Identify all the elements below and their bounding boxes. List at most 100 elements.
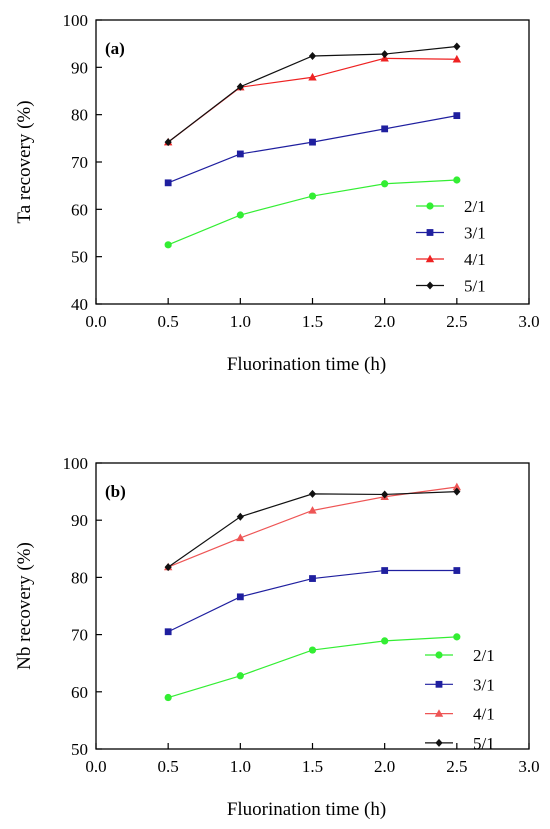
series-line: [167, 57, 457, 143]
data-point: [308, 646, 317, 654]
data-point: [309, 138, 316, 146]
y-tick-label: 50: [71, 248, 88, 267]
series-line: [167, 636, 457, 699]
legend-marker: [435, 738, 443, 747]
data-point: [236, 150, 244, 158]
data-point: [453, 176, 461, 184]
x-tick-label: 2.5: [446, 312, 467, 331]
legend-marker: [434, 709, 444, 717]
x-tick-label: 0.5: [158, 312, 179, 331]
legend-entry: 4/1: [425, 705, 495, 724]
chart-panel-b: 0.0 0.5 1.0 1.5 2.0 2.5 3.0 50 60 70 80 90 100 Fluori…: [14, 454, 540, 820]
chart-panel-a: 0.0 0.5 1.0 1.5 2.0 2.5 3.0 40 50 60 70 80 90 100 Fluo…: [14, 11, 540, 375]
legend-entry: 5/1: [425, 734, 495, 753]
x-tick-label: 2.0: [374, 312, 395, 331]
y-tick-label: 50: [71, 740, 88, 759]
legend-label: 3/1: [464, 224, 486, 243]
series-3-1: [164, 567, 461, 636]
y-tick-label: 60: [71, 683, 88, 702]
x-tick-label: 1.0: [230, 757, 251, 776]
x-tick-label: 1.5: [302, 757, 323, 776]
y-tick-label: 90: [71, 58, 88, 77]
y-tick-label: 70: [71, 153, 88, 172]
legend-marker: [435, 680, 443, 688]
data-point: [453, 112, 461, 120]
series-line: [167, 491, 457, 568]
plot-frame: [95, 462, 530, 750]
y-tick-label: 70: [71, 626, 88, 645]
data-point: [164, 241, 172, 249]
data-point: [453, 42, 461, 51]
legend-marker: [435, 651, 443, 659]
data-point: [236, 82, 244, 91]
series-line: [167, 45, 457, 143]
data-point: [236, 211, 244, 219]
legend-label: 4/1: [464, 250, 486, 269]
data-point: [381, 125, 389, 133]
data-point: [453, 487, 461, 496]
data-point: [453, 633, 461, 641]
data-point: [236, 533, 245, 542]
legend-entry: 3/1: [416, 224, 486, 243]
data-point: [309, 575, 316, 582]
data-point: [236, 593, 244, 601]
data-point: [164, 628, 172, 636]
x-tick-label: 0.5: [158, 757, 179, 776]
series-line: [167, 486, 457, 568]
data-point: [308, 489, 317, 498]
legend-label: 4/1: [473, 705, 495, 724]
series-line: [167, 115, 457, 184]
data-point: [308, 72, 317, 81]
data-point: [308, 506, 317, 514]
y-tick-label: 100: [63, 454, 89, 473]
data-point: [164, 179, 172, 187]
x-tick-label: 0.0: [85, 757, 106, 776]
x-tick-label: 2.0: [374, 757, 395, 776]
legend-entry: 5/1: [416, 277, 486, 296]
y-axis-label: Ta recovery (%): [14, 100, 35, 223]
y-tick-label: 90: [71, 511, 88, 530]
panel-label: (b): [105, 482, 126, 501]
legend-label: 2/1: [464, 197, 486, 216]
data-point: [308, 51, 317, 60]
y-tick-label: 80: [71, 568, 88, 587]
series-line: [167, 179, 457, 246]
x-tick-label: 1.0: [230, 312, 251, 331]
series-4-1: [163, 53, 462, 146]
data-point: [236, 672, 244, 680]
data-point: [381, 490, 389, 499]
legend-label: 2/1: [473, 646, 495, 665]
y-tick-label: 100: [63, 11, 89, 30]
legend-marker: [426, 281, 434, 290]
data-point: [164, 563, 172, 572]
data-point: [453, 567, 461, 574]
legend-entry: 2/1: [425, 646, 495, 665]
data-point: [164, 693, 172, 702]
series-3-1: [164, 112, 461, 187]
x-axis-label: Fluorination time (h): [227, 799, 386, 820]
series-5-1: [164, 42, 461, 147]
legend-entry: 2/1: [416, 197, 486, 216]
x-tick-label: 3.0: [518, 312, 539, 331]
data-point: [452, 482, 462, 491]
data-point: [381, 180, 389, 188]
x-tick-label: 2.5: [446, 757, 467, 776]
y-tick-label: 80: [71, 106, 88, 125]
legend-marker: [425, 254, 435, 263]
series-2-1: [164, 633, 461, 702]
x-tick-label: 0.0: [85, 312, 106, 331]
data-point: [381, 567, 389, 574]
data-point: [308, 192, 317, 200]
legend-marker: [426, 229, 434, 236]
y-axis-label: Nb recovery (%): [14, 542, 35, 670]
legend-label: 5/1: [473, 734, 495, 753]
y-tick-label: 60: [71, 200, 88, 219]
x-axis-label: Fluorination time (h): [227, 354, 386, 375]
legend-label: 5/1: [464, 277, 486, 296]
data-point: [381, 50, 389, 59]
data-point: [164, 138, 172, 147]
data-point: [452, 54, 462, 63]
x-tick-label: 3.0: [518, 757, 539, 776]
legend-marker: [426, 202, 434, 210]
